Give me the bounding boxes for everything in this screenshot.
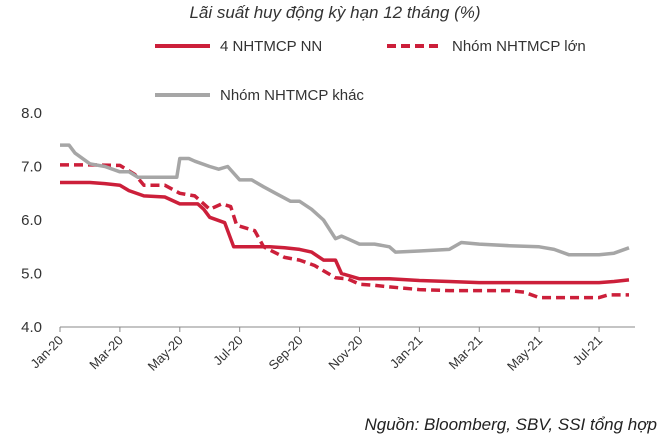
legend-label-2: Nhóm NHTMCP khác <box>220 87 364 104</box>
x-axis: Jan-20 Mar-20 May-20 Jul-20 Sep-20 Nov-20 Jan-… <box>27 327 605 374</box>
x-tick-label: Jul-21 <box>570 333 606 369</box>
y-tick-label: 4.0 <box>21 319 42 336</box>
y-tick-label: 5.0 <box>21 266 42 283</box>
legend-item-2: Nhóm NHTMCP khác <box>155 87 364 104</box>
x-tick-label: Mar-21 <box>446 333 486 373</box>
series-line-1 <box>60 163 629 300</box>
chart-title: Lãi suất huy động kỳ hạn 12 tháng (%) <box>189 3 480 22</box>
series-line-0 <box>60 180 630 285</box>
x-tick-label: Nov-20 <box>325 333 365 373</box>
series-line-2 <box>60 143 630 257</box>
x-tick-label: Sep-20 <box>265 333 305 373</box>
y-axis: 4.0 5.0 6.0 7.0 8.0 <box>21 105 42 336</box>
x-tick-label: Jan-20 <box>27 333 66 372</box>
legend-item-0: 4 NHTMCP NN <box>155 38 322 55</box>
x-tick-label: Jan-21 <box>387 333 426 372</box>
source-note: Nguồn: Bloomberg, SBV, SSI tổng hợp <box>364 415 657 434</box>
legend-label-0: 4 NHTMCP NN <box>220 38 322 55</box>
x-tick-label: Jul-20 <box>210 333 246 369</box>
y-tick-label: 7.0 <box>21 159 42 176</box>
y-tick-label: 6.0 <box>21 212 42 229</box>
series-lines <box>60 143 630 300</box>
x-tick-label: May-21 <box>504 333 545 374</box>
x-tick-label: May-20 <box>145 333 186 374</box>
x-tick-label: Mar-20 <box>86 333 126 373</box>
legend: 4 NHTMCP NN Nhóm NHTMCP lớn Nhóm NHTMCP … <box>155 38 586 104</box>
legend-label-1: Nhóm NHTMCP lớn <box>452 38 586 55</box>
legend-item-1: Nhóm NHTMCP lớn <box>387 38 586 55</box>
y-tick-label: 8.0 <box>21 105 42 122</box>
